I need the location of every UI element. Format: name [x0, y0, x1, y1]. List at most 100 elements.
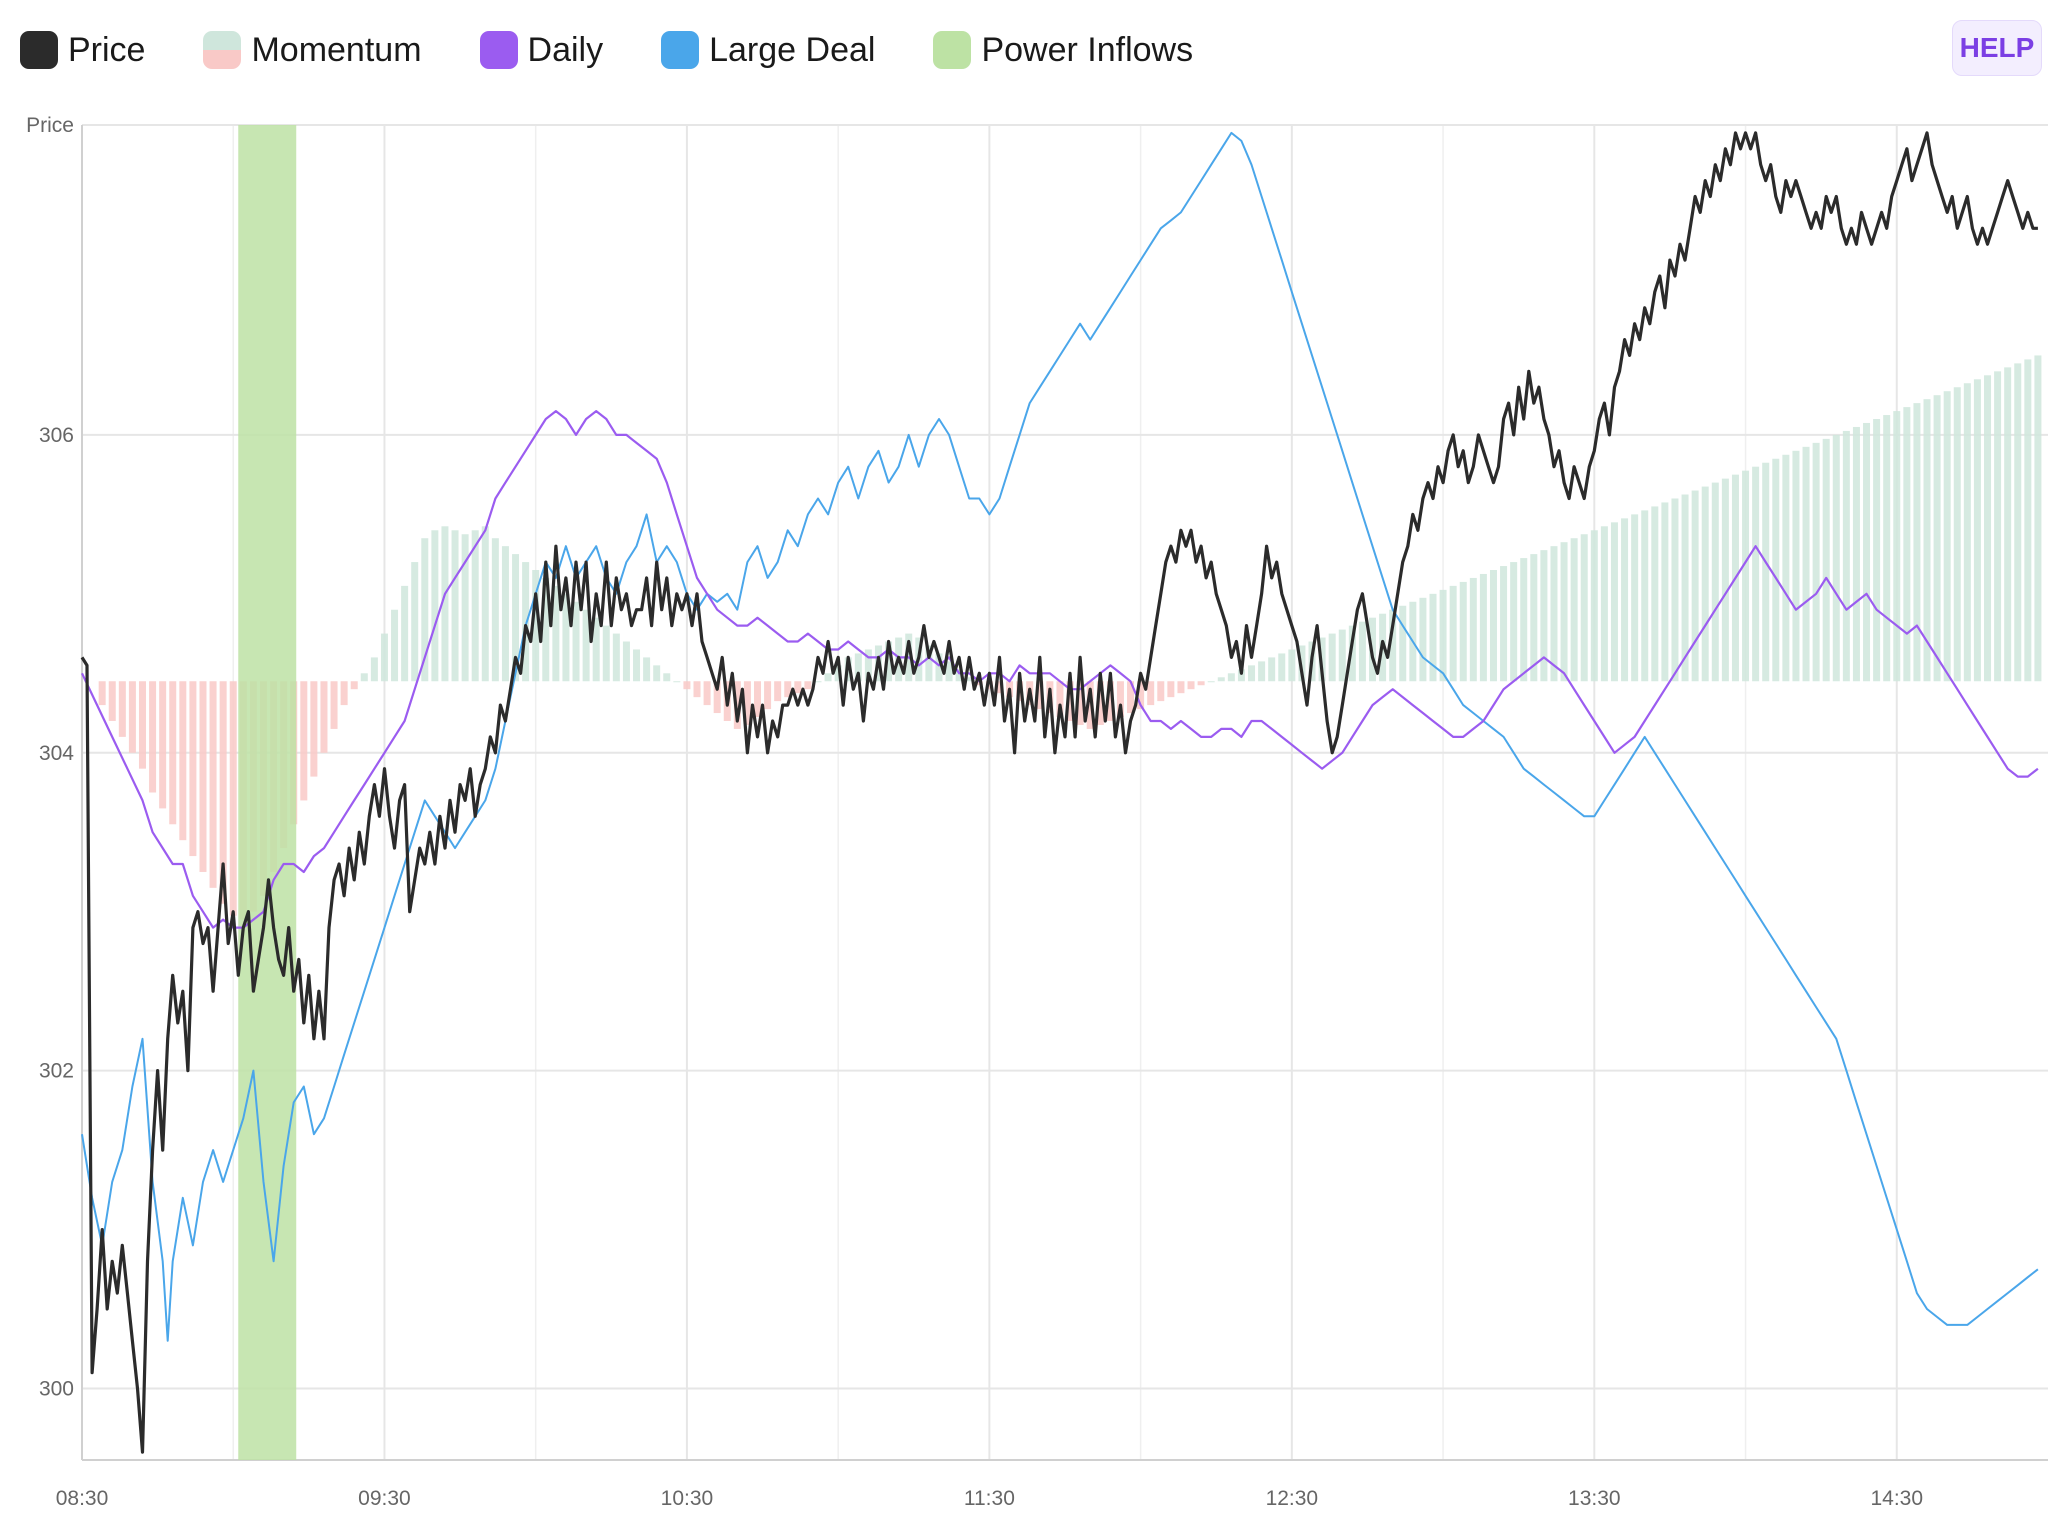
momentum-bar: [179, 681, 187, 841]
momentum-bar: [1772, 458, 1780, 682]
momentum-bar: [532, 570, 540, 682]
momentum-bar: [189, 681, 197, 857]
momentum-bar: [542, 577, 550, 682]
y-tick-label: 300: [39, 1377, 74, 1400]
legend-swatch-largedeal: [661, 31, 700, 69]
momentum-bar: [1137, 681, 1145, 710]
momentum-bar: [1701, 486, 1709, 682]
momentum-bar: [169, 681, 177, 825]
momentum-bar: [1590, 530, 1598, 682]
momentum-bar: [622, 641, 630, 682]
momentum-bar: [1580, 534, 1588, 682]
momentum-bar: [451, 530, 459, 682]
momentum-bar: [582, 609, 590, 682]
x-tick-label: 10:30: [661, 1487, 714, 1510]
momentum-bar: [1873, 419, 1881, 682]
momentum-bar: [1560, 542, 1568, 682]
momentum-bar: [320, 681, 328, 753]
momentum-bar: [1248, 665, 1256, 682]
momentum-bar: [1903, 407, 1911, 682]
legend-item-powerinflows[interactable]: Power Inflows: [933, 31, 1193, 70]
momentum-bar: [1429, 593, 1437, 682]
momentum-bar: [854, 653, 862, 682]
momentum-bar: [1621, 518, 1629, 682]
momentum-bar: [1268, 657, 1276, 682]
legend-swatch-momentum: [203, 31, 242, 69]
momentum-bar: [159, 681, 167, 809]
momentum-bar: [552, 585, 560, 682]
momentum-bar: [1762, 462, 1770, 682]
momentum-bar: [885, 641, 893, 682]
momentum-bar: [562, 593, 570, 682]
momentum-bar: [2014, 363, 2022, 682]
legend-swatch-daily: [479, 31, 518, 69]
momentum-bar: [229, 681, 237, 916]
momentum-bar: [1227, 673, 1235, 682]
momentum-bar: [834, 665, 842, 682]
momentum-bar: [370, 657, 378, 682]
legend-label-price: Price: [68, 30, 146, 69]
momentum-bar: [219, 681, 227, 904]
momentum-bar: [380, 633, 388, 682]
momentum-bar: [1913, 403, 1921, 682]
momentum-bar: [1893, 411, 1901, 682]
momentum-bar: [1338, 629, 1346, 682]
momentum-bar: [985, 681, 993, 690]
momentum-bar: [2024, 359, 2032, 682]
momentum-bar: [1348, 625, 1356, 682]
x-tick-label: 14:30: [1870, 1487, 1923, 1510]
legend-label-momentum: Momentum: [251, 30, 422, 69]
momentum-bar: [1721, 478, 1729, 682]
momentum-bar: [209, 681, 217, 888]
momentum-bar: [149, 681, 157, 793]
legend-item-largedeal[interactable]: Large Deal: [661, 31, 875, 70]
momentum-bar: [1752, 466, 1760, 682]
legend-label-largedeal: Large Deal: [709, 30, 876, 69]
momentum-bar: [1086, 681, 1094, 729]
legend-item-momentum[interactable]: Momentum: [203, 30, 422, 70]
momentum-bar: [512, 554, 520, 682]
momentum-bar: [1328, 633, 1336, 682]
momentum-bar: [1691, 490, 1699, 682]
momentum-bar: [1822, 438, 1830, 682]
momentum-bar: [864, 649, 872, 682]
momentum-bar: [1449, 585, 1457, 682]
momentum-bar: [108, 681, 116, 721]
momentum-bar: [1600, 526, 1608, 682]
momentum-bar: [935, 653, 943, 682]
legend-item-daily[interactable]: Daily: [479, 30, 604, 70]
legend: Price Momentum Daily Large Deal Power Inflow…: [20, 22, 1251, 78]
momentum-bar: [1500, 566, 1508, 682]
legend-swatch-price: [20, 31, 58, 69]
legend-label-powerinflows: Power Inflows: [981, 30, 1194, 69]
momentum-bar: [1459, 581, 1467, 682]
momentum-bar: [1489, 570, 1497, 682]
momentum-bar: [491, 538, 499, 682]
legend-item-price[interactable]: Price: [20, 31, 145, 70]
momentum-bar: [1258, 661, 1266, 682]
momentum-bar: [391, 609, 399, 682]
momentum-bar: [794, 681, 802, 694]
momentum-bar: [1550, 546, 1558, 682]
momentum-bar: [1147, 681, 1155, 706]
y-axis-title: Price: [26, 114, 74, 137]
x-tick-label: 09:30: [358, 1487, 411, 1510]
help-button[interactable]: HELP: [1952, 20, 2042, 76]
momentum-bars: [98, 355, 2042, 920]
momentum-bar: [1651, 506, 1659, 682]
momentum-bar: [602, 625, 610, 682]
momentum-bar: [441, 526, 449, 682]
momentum-bar: [1116, 681, 1124, 718]
momentum-bar: [1923, 399, 1931, 682]
momentum-bar: [2004, 367, 2012, 682]
momentum-bar: [925, 645, 933, 682]
legend-label-daily: Daily: [527, 30, 604, 69]
momentum-bar: [1207, 681, 1215, 683]
momentum-bar: [1076, 681, 1084, 725]
momentum-bar: [1973, 379, 1981, 682]
momentum-bar: [1157, 681, 1165, 702]
momentum-bar: [340, 681, 348, 706]
momentum-bar: [360, 673, 368, 682]
momentum-bar: [1066, 681, 1074, 721]
momentum-bar: [713, 681, 721, 714]
